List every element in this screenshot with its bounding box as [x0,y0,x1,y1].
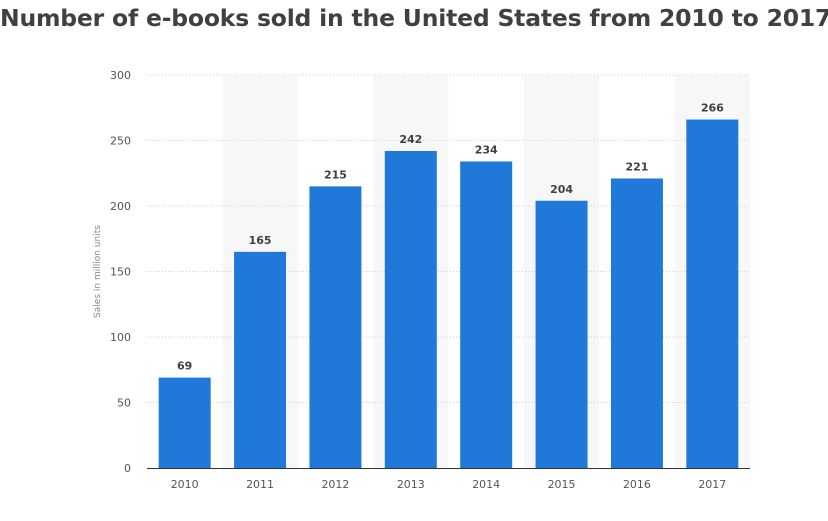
y-axis-ticks: 0 50 100 150 200 250 300 [110,69,131,475]
x-tick-label: 2010 [171,478,199,491]
x-tick-label: 2012 [321,478,349,491]
data-label: 165 [249,234,272,247]
bar [686,119,739,468]
y-tick-label: 300 [110,69,131,82]
data-label: 204 [550,183,573,196]
data-label: 215 [324,168,347,181]
y-tick-label: 200 [110,200,131,213]
bar [309,186,362,468]
data-label: 266 [701,102,724,115]
bar [384,150,437,469]
data-label: 69 [177,360,192,373]
x-tick-label: 2016 [623,478,651,491]
x-tick-label: 2014 [472,478,500,491]
y-axis-title: Sales in million units [93,225,103,318]
data-labels: 69 165 215 242 234 204 221 266 [177,102,724,373]
y-tick-label: 50 [117,397,131,410]
x-tick-label: 2013 [397,478,425,491]
data-label: 242 [399,133,422,146]
x-tick-label: 2017 [698,478,726,491]
data-label: 234 [475,143,498,156]
y-tick-label: 250 [110,135,131,148]
bar [234,251,287,468]
bars [158,119,739,469]
x-tick-label: 2011 [246,478,274,491]
chart-title: Number of e-books sold in the United Sta… [0,4,828,32]
bar [158,377,211,468]
bar [535,200,588,468]
bar [460,161,513,468]
x-tick-label: 2015 [548,478,576,491]
y-tick-label: 100 [110,331,131,344]
x-axis-ticks: 2010 2011 2012 2013 2014 2015 2016 2017 [171,478,727,491]
y-tick-label: 150 [110,266,131,279]
data-label: 221 [625,160,648,173]
bar [610,178,663,469]
y-tick-label: 0 [124,462,131,475]
